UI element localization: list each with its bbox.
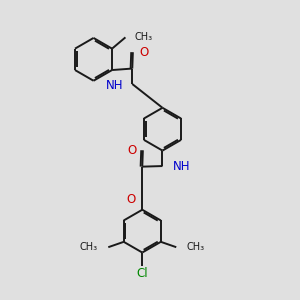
Text: NH: NH <box>106 79 123 92</box>
Text: NH: NH <box>173 160 190 172</box>
Text: O: O <box>126 194 135 206</box>
Text: CH₃: CH₃ <box>134 32 152 42</box>
Text: O: O <box>127 144 136 157</box>
Text: O: O <box>140 46 149 59</box>
Text: CH₃: CH₃ <box>187 242 205 252</box>
Text: Cl: Cl <box>136 267 148 280</box>
Text: CH₃: CH₃ <box>80 242 98 252</box>
